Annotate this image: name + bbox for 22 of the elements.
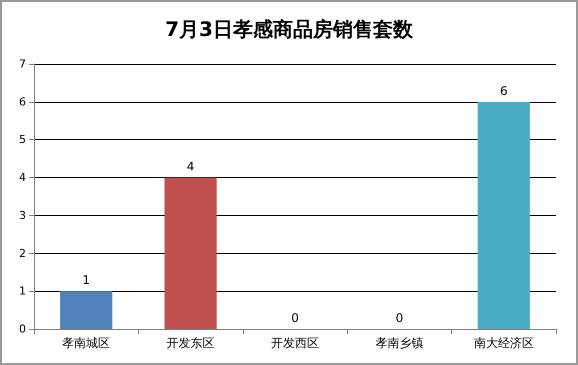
data-label: 4 [186,160,194,174]
data-label: 0 [396,311,404,325]
data-label: 6 [500,84,508,98]
data-label: 0 [291,311,299,325]
x-tick-label: 开发东区 [166,336,215,350]
chart-title: 7月3日孝感商品房销售套数 [165,17,414,41]
y-tick-label: 7 [19,58,26,70]
x-tick-label: 开发西区 [271,336,319,350]
y-tick-label: 2 [19,246,26,260]
y-tick-label: 0 [19,322,26,336]
y-tick-label: 1 [19,284,26,298]
x-tick-label: 孝南乡镇 [375,336,424,350]
y-tick-label: 3 [19,208,26,222]
bar [478,102,530,329]
x-tick-label: 南大经济区 [474,336,534,350]
y-tick-label: 5 [19,133,26,146]
x-tick-label: 孝南城区 [62,336,110,350]
data-label: 1 [82,273,90,288]
bar [60,291,112,329]
y-tick-label: 6 [19,95,26,108]
bar [164,178,217,329]
y-tick-label: 4 [19,171,26,184]
